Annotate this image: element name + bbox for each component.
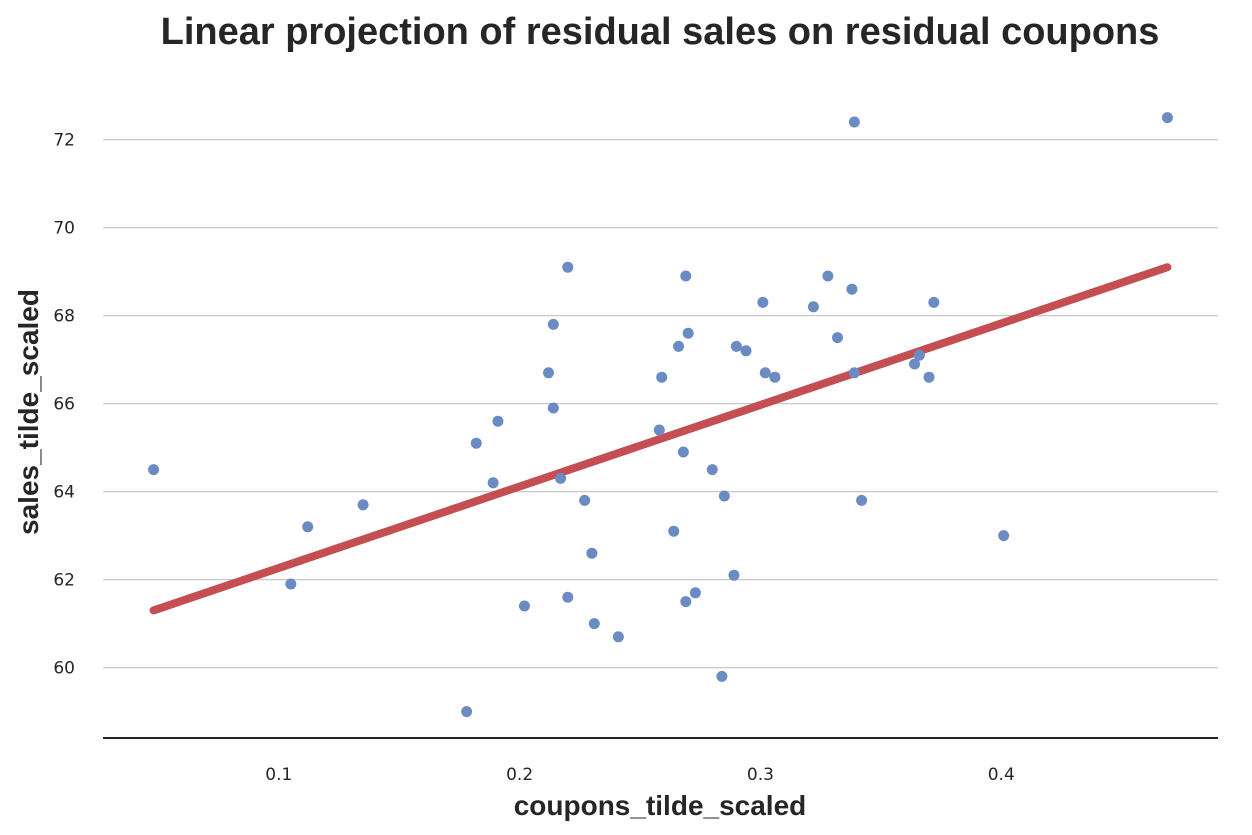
scatter-point bbox=[848, 116, 860, 128]
scatter-point bbox=[757, 296, 769, 308]
y-tick-label: 62 bbox=[53, 571, 75, 591]
gridlines bbox=[103, 138, 1218, 669]
scatter-point bbox=[588, 618, 600, 630]
scatter-point bbox=[656, 371, 668, 383]
y-axis-label: sales_tilde_scaled bbox=[13, 289, 44, 535]
scatter-point bbox=[492, 415, 504, 427]
scatter-point bbox=[923, 371, 935, 383]
scatter-point bbox=[730, 340, 742, 352]
scatter-point bbox=[740, 345, 752, 357]
scatter-point bbox=[716, 670, 728, 682]
y-tick-label: 68 bbox=[53, 307, 75, 327]
scatter-point bbox=[689, 587, 701, 599]
y-tick-label: 66 bbox=[53, 395, 75, 415]
scatter-point bbox=[998, 530, 1010, 542]
chart-title: Linear projection of residual sales on r… bbox=[161, 11, 1160, 53]
scatter-point bbox=[807, 301, 819, 313]
scatter-point bbox=[680, 270, 692, 282]
x-tick-label: 0.2 bbox=[506, 765, 533, 785]
scatter-point bbox=[677, 446, 689, 458]
scatter-points bbox=[148, 112, 1173, 718]
scatter-point bbox=[848, 367, 860, 379]
scatter-point bbox=[728, 569, 740, 581]
scatter-point bbox=[653, 424, 665, 436]
scatter-point bbox=[357, 499, 369, 511]
y-tick-label: 70 bbox=[53, 219, 75, 239]
scatter-point bbox=[612, 631, 624, 643]
scatter-point bbox=[302, 521, 314, 533]
scatter-point bbox=[562, 261, 574, 273]
scatter-point bbox=[913, 349, 925, 361]
scatter-point bbox=[285, 578, 297, 590]
scatter-point bbox=[909, 358, 921, 370]
y-tick-label: 72 bbox=[53, 131, 75, 151]
scatter-point bbox=[846, 283, 858, 295]
x-axis-ticks: 0.1 0.2 0.3 0.4 bbox=[265, 765, 1015, 785]
scatter-point bbox=[682, 327, 694, 339]
scatter-point bbox=[547, 402, 559, 414]
scatter-point bbox=[928, 296, 940, 308]
regression-line-layer bbox=[149, 263, 1172, 615]
x-axis-label: coupons_tilde_scaled bbox=[514, 790, 807, 821]
scatter-point bbox=[518, 600, 530, 612]
regression-line bbox=[149, 263, 1172, 615]
scatter-point bbox=[822, 270, 834, 282]
x-tick-label: 0.1 bbox=[265, 765, 292, 785]
scatter-point bbox=[673, 340, 685, 352]
scatter-point bbox=[148, 464, 160, 476]
y-tick-label: 60 bbox=[53, 659, 75, 679]
scatter-point bbox=[543, 367, 555, 379]
scatter-point bbox=[470, 437, 482, 449]
x-tick-label: 0.3 bbox=[747, 765, 774, 785]
scatter-point bbox=[680, 596, 692, 608]
scatter-point bbox=[487, 477, 499, 489]
scatter-point bbox=[856, 494, 868, 506]
scatter-point bbox=[718, 490, 730, 502]
scatter-point bbox=[586, 547, 598, 559]
y-axis-ticks: 60 62 64 66 68 70 72 bbox=[53, 131, 75, 679]
y-tick-label: 64 bbox=[53, 483, 75, 503]
x-tick-label: 0.4 bbox=[988, 765, 1015, 785]
scatter-point bbox=[562, 591, 574, 603]
scatter-point bbox=[547, 318, 559, 330]
scatter-point bbox=[461, 706, 473, 718]
scatter-point bbox=[769, 371, 781, 383]
scatter-point bbox=[759, 367, 771, 379]
scatter-point bbox=[668, 525, 680, 537]
scatter-point bbox=[1161, 112, 1173, 124]
scatter-point bbox=[832, 332, 844, 344]
scatter-point bbox=[706, 464, 718, 476]
scatter-point bbox=[579, 494, 591, 506]
scatter-point bbox=[555, 472, 567, 484]
